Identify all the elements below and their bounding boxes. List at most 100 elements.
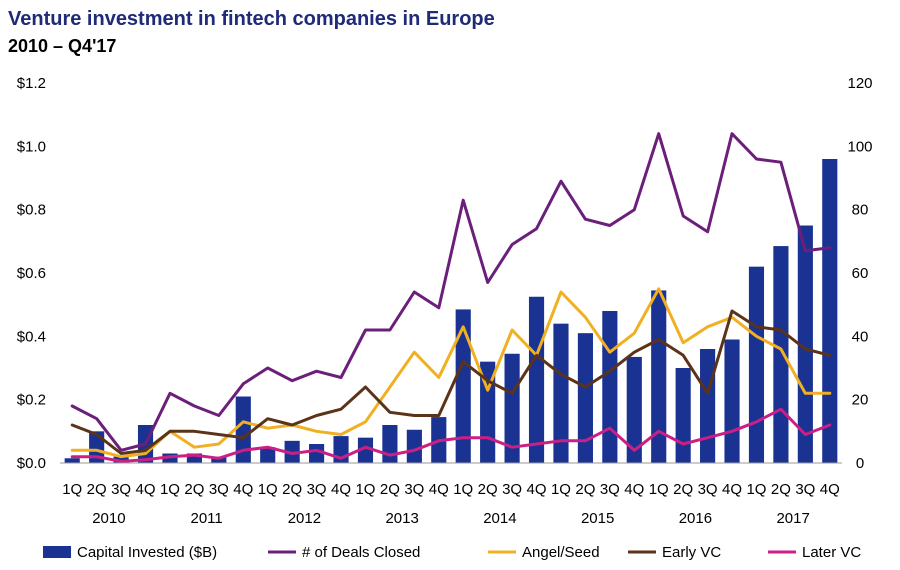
quarter-label: 3Q — [111, 481, 131, 498]
year-label: 2013 — [385, 510, 418, 527]
quarter-label: 1Q — [160, 481, 180, 498]
left-axis-tick-label: $0.4 — [17, 328, 46, 345]
year-labels: 2010 2011 2012 2013 2014 2015 2016 2017 — [92, 510, 810, 527]
capital-bar — [822, 159, 838, 463]
legend-swatch — [43, 546, 71, 558]
capital-bar — [260, 447, 276, 463]
capital-bar — [748, 266, 765, 463]
quarter-label: 2Q — [184, 481, 204, 498]
right-axis-tick-label: 40 — [852, 328, 869, 345]
quarter-label: 2Q — [87, 481, 107, 498]
legend-label: Early VC — [662, 544, 721, 561]
right-axis-tick-label: 100 — [847, 138, 872, 155]
quarter-label: 3Q — [404, 481, 424, 498]
right-y-axis: 0 20 40 60 80 100 120 — [847, 75, 872, 472]
series-line-4 — [70, 407, 832, 463]
right-axis-tick-label: 120 — [847, 75, 872, 92]
quarter-label: 4Q — [527, 481, 547, 498]
quarter-label: 4Q — [722, 481, 742, 498]
series-line-3 — [70, 309, 832, 455]
series-line-2 — [70, 287, 832, 459]
deal-count-lines — [70, 132, 832, 463]
capital-bar — [186, 453, 202, 463]
capital-bar — [162, 453, 178, 463]
year-label: 2015 — [581, 510, 614, 527]
quarter-label: 2Q — [478, 481, 498, 498]
quarter-label: 3Q — [795, 481, 815, 498]
capital-invested-bars — [64, 159, 838, 463]
capital-bar — [382, 425, 398, 463]
legend-label: Later VC — [802, 544, 861, 561]
capital-bar — [455, 309, 471, 463]
capital-bar — [553, 323, 569, 463]
capital-bar — [724, 339, 740, 463]
chart-title: Venture investment in fintech companies … — [8, 8, 495, 30]
quarter-label: 4Q — [331, 481, 351, 498]
capital-bar — [700, 349, 716, 463]
quarter-label: 3Q — [698, 481, 718, 498]
legend: Capital Invested ($B) # of Deals Closed An… — [43, 544, 861, 561]
quarter-label: 2Q — [771, 481, 791, 498]
year-label: 2010 — [92, 510, 125, 527]
capital-bar — [528, 296, 545, 463]
capital-bar — [504, 353, 520, 463]
year-label: 2016 — [679, 510, 712, 527]
quarter-label: 4Q — [820, 481, 840, 498]
capital-bar — [797, 225, 813, 463]
capital-bar — [309, 444, 325, 463]
capital-bar — [357, 437, 374, 463]
capital-bar — [577, 333, 593, 463]
legend-label: Angel/Seed — [522, 544, 600, 561]
quarter-label: 1Q — [746, 481, 766, 498]
chart-subtitle: 2010 – Q4'17 — [8, 36, 116, 56]
capital-bar — [235, 396, 251, 463]
year-label: 2017 — [776, 510, 809, 527]
year-label: 2011 — [190, 510, 222, 527]
left-y-axis: $0.0 $0.2 $0.4 $0.6 $0.8 $1.0 $1.2 — [17, 75, 46, 472]
quarter-label: 4Q — [136, 481, 156, 498]
quarter-label: 4Q — [233, 481, 253, 498]
left-axis-tick-label: $0.2 — [17, 392, 46, 409]
capital-bar — [284, 440, 300, 463]
capital-bar — [602, 311, 618, 463]
capital-bar — [406, 429, 422, 463]
quarter-label: 1Q — [551, 481, 571, 498]
series-line-1 — [70, 132, 832, 452]
capital-bar — [626, 356, 642, 463]
year-label: 2012 — [288, 510, 321, 527]
quarter-label: 3Q — [600, 481, 620, 498]
quarter-label: 1Q — [649, 481, 669, 498]
right-axis-tick-label: 0 — [856, 455, 864, 472]
right-axis-tick-label: 60 — [852, 265, 869, 282]
quarter-label: 2Q — [673, 481, 693, 498]
capital-bar — [64, 458, 80, 463]
quarter-labels: 1Q 2Q 3Q 4Q 1Q 2Q 3Q 4Q 1Q 2Q 3Q 4Q 1Q 2Q 3Q 4Q 1Q 2Q 3Q 4Q… — [62, 481, 840, 498]
capital-bar — [651, 290, 667, 463]
left-axis-tick-label: $0.6 — [17, 265, 46, 282]
quarter-label: 1Q — [62, 481, 82, 498]
quarter-label: 2Q — [282, 481, 302, 498]
capital-bar — [113, 456, 129, 463]
left-axis-tick-label: $0.8 — [17, 202, 46, 219]
year-label: 2014 — [483, 510, 516, 527]
capital-bar — [675, 368, 691, 463]
quarter-label: 3Q — [502, 481, 522, 498]
right-axis-tick-label: 80 — [852, 202, 869, 219]
right-axis-tick-label: 20 — [852, 392, 869, 409]
quarter-label: 1Q — [355, 481, 375, 498]
left-axis-tick-label: $1.2 — [17, 75, 46, 92]
quarter-label: 1Q — [453, 481, 473, 498]
capital-bar — [211, 456, 227, 463]
legend-label: Capital Invested ($B) — [77, 544, 217, 561]
quarter-label: 2Q — [575, 481, 595, 498]
capital-bar — [773, 246, 789, 463]
quarter-label: 1Q — [258, 481, 278, 498]
quarter-label: 4Q — [429, 481, 449, 498]
left-axis-tick-label: $0.0 — [17, 455, 46, 472]
quarter-label: 3Q — [209, 481, 229, 498]
left-axis-tick-label: $1.0 — [17, 138, 46, 155]
quarter-label: 2Q — [380, 481, 400, 498]
legend-label: # of Deals Closed — [302, 544, 420, 561]
quarter-label: 4Q — [624, 481, 644, 498]
